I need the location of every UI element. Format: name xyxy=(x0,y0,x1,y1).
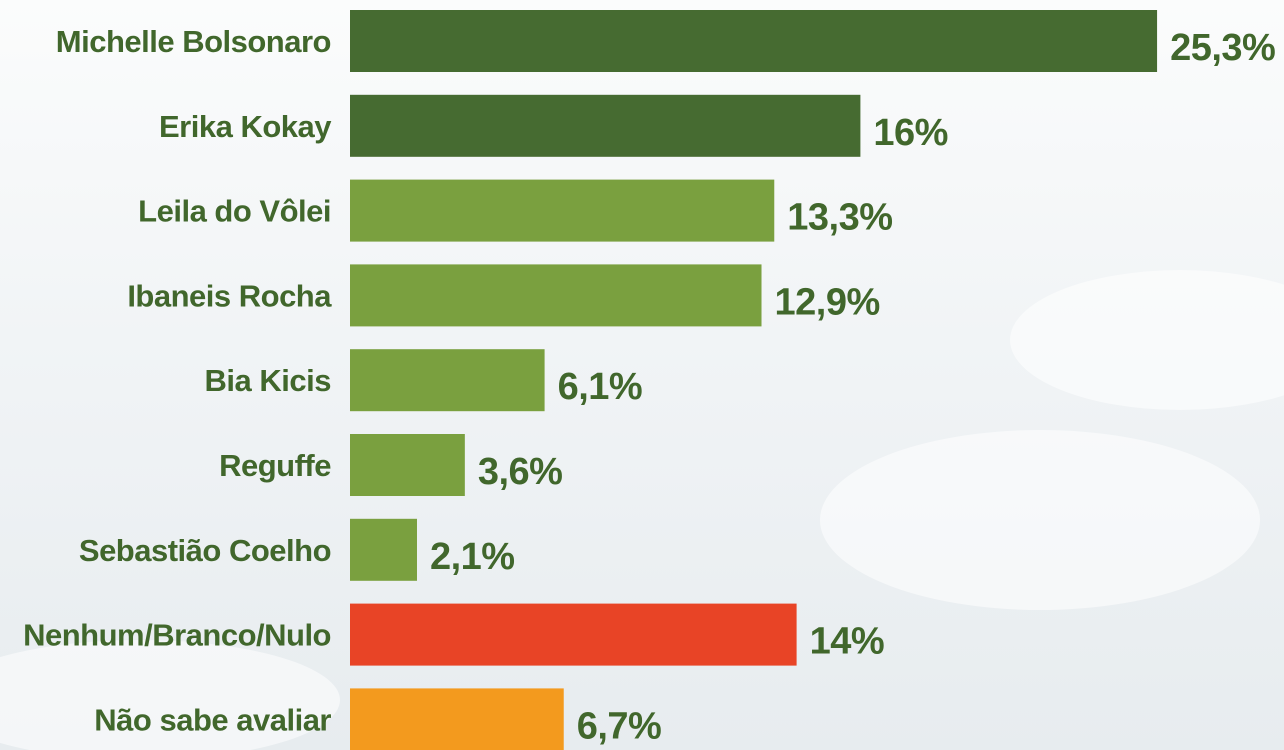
category-label-4: Bia Kicis xyxy=(205,363,331,398)
bar-8 xyxy=(350,688,564,750)
category-label-2: Leila do Vôlei xyxy=(138,194,331,229)
value-label-3: 12,9% xyxy=(775,281,880,323)
bar-1 xyxy=(350,94,861,157)
value-label-7: 14% xyxy=(810,621,885,663)
bar-2 xyxy=(350,179,775,242)
value-labels-group: 25,3% 16% 13,3% 12,9% 6,1% 3,6% 2,1% 14% 6,7% xyxy=(430,27,1276,747)
value-label-6: 2,1% xyxy=(430,536,515,578)
category-label-3: Ibaneis Rocha xyxy=(127,278,332,313)
category-labels-group: Michelle Bolsonaro Erika Kokay Leila do Vô… xyxy=(23,24,333,737)
category-label-7: Nenhum/Branco/Nulo xyxy=(23,618,331,653)
value-label-0: 25,3% xyxy=(1170,27,1275,69)
bar-5 xyxy=(350,434,465,496)
value-label-5: 3,6% xyxy=(478,451,563,493)
value-label-2: 13,3% xyxy=(787,197,892,239)
background-clouds xyxy=(0,270,1284,750)
category-label-0: Michelle Bolsonaro xyxy=(56,24,331,59)
bars-group xyxy=(350,10,1158,750)
value-label-4: 6,1% xyxy=(558,366,643,408)
bar-4 xyxy=(350,349,545,412)
bar-7 xyxy=(350,603,797,666)
category-label-1: Erika Kokay xyxy=(159,109,332,144)
category-label-6: Sebastião Coelho xyxy=(79,533,331,568)
bar-3 xyxy=(350,264,762,327)
value-label-1: 16% xyxy=(873,112,948,154)
value-label-8: 6,7% xyxy=(577,705,662,747)
category-label-5: Reguffe xyxy=(219,448,331,483)
bar-0 xyxy=(350,10,1158,72)
bar-6 xyxy=(350,518,417,581)
category-label-8: Não sabe avaliar xyxy=(94,702,331,737)
